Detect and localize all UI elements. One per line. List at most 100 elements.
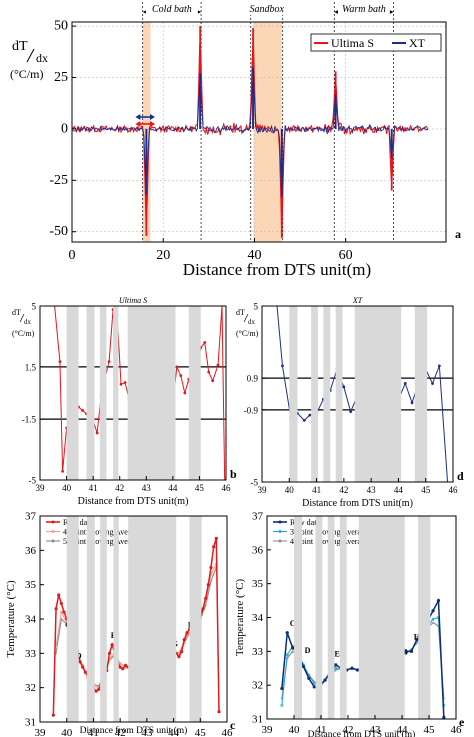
legend-marker (278, 539, 282, 543)
region-label: Cold bath (152, 4, 192, 15)
b-ticks: 39 40 41 42 43 44 45 46 5 1.5 -1.5 -5 (22, 302, 231, 494)
x-axis-label: Distance from DTS unit (m) (308, 729, 416, 737)
series-point (51, 713, 55, 717)
fraction-slash (243, 313, 249, 323)
y-tick-label: 5 (254, 302, 259, 312)
series-point (334, 663, 338, 667)
series-point (78, 660, 82, 664)
x-tick-label: 39 (35, 727, 47, 737)
y-label-main: dT (12, 308, 21, 317)
series-point (204, 596, 208, 601)
panel-d-frame (261, 305, 454, 483)
y-label-unit: (°C/m) (10, 67, 43, 81)
shaded-region (311, 306, 318, 482)
point-annotation: H (414, 632, 421, 641)
x-tick-label: 44 (168, 483, 178, 493)
x-tick-label: 41 (89, 483, 98, 493)
y-label-sub: dx (24, 318, 32, 326)
series-point (281, 364, 284, 368)
x-tick-label: 43 (142, 483, 152, 493)
series-point (302, 419, 306, 422)
x-tick-label: 46 (449, 485, 459, 495)
trace-ultima-s (72, 36, 429, 238)
series-point (123, 663, 128, 667)
x-tick-label: 43 (367, 485, 377, 495)
series-marker: + (415, 639, 419, 647)
x-tick-label: 42 (115, 483, 124, 493)
series-point (123, 381, 127, 384)
panel-b-frame (39, 305, 227, 481)
series-point (291, 646, 295, 650)
panel-letter: c (230, 718, 236, 732)
panel-title: XT (352, 296, 363, 305)
point-annotation: G (402, 648, 408, 657)
x-tick-label: 39 (36, 483, 46, 493)
series-point (201, 607, 205, 611)
series-point (121, 667, 125, 671)
series-point (403, 382, 407, 385)
series-point (342, 385, 346, 389)
series-marker: + (209, 578, 213, 586)
series-point (409, 649, 414, 653)
x-tick-label: 46 (222, 727, 234, 737)
y-axis-label: Temperature (°C) (234, 579, 246, 657)
legend: Ultima S XT (310, 33, 442, 52)
legend-label: Ultima S (331, 36, 374, 50)
series-point (177, 655, 181, 659)
region-label-bg (337, 2, 390, 15)
series-line (217, 306, 226, 480)
series-point (349, 410, 353, 413)
series-point (214, 536, 218, 540)
x-tick-label: 40 (61, 727, 73, 737)
shaded-region (315, 516, 323, 719)
region-label: Sandbox (250, 4, 285, 15)
series-point (110, 643, 114, 647)
legend-marker (278, 530, 282, 533)
y-tick-label: 0.9 (247, 374, 259, 384)
series-point (118, 665, 122, 669)
x-tick-label: 20 (156, 248, 170, 263)
shaded-region (100, 516, 107, 722)
series-point (216, 363, 220, 367)
trace-xt (72, 72, 428, 197)
shaded-region (113, 306, 119, 480)
x-tick-label: 44 (168, 727, 180, 737)
series-point (217, 710, 221, 714)
legend-label: Raw data (290, 518, 320, 527)
y-tick-label: 36 (25, 545, 37, 557)
series-point (312, 682, 316, 685)
y-label-main: dT (236, 308, 245, 317)
y-tick-label: 5 (32, 302, 37, 312)
x-tick-label: 45 (421, 485, 431, 495)
series-point (280, 704, 284, 707)
shaded-region (99, 306, 107, 480)
series-point (179, 374, 183, 377)
series-point (59, 601, 63, 606)
series-point (182, 638, 186, 642)
series-point (94, 689, 98, 693)
series-point (431, 609, 435, 613)
series-point (107, 360, 111, 364)
a-ticks: 0 20 40 60 50 25 0 -25 -50 (49, 19, 352, 263)
series-point (119, 382, 123, 386)
point-annotation: D (76, 651, 82, 660)
shaded-region (289, 306, 298, 482)
series-point (323, 678, 327, 682)
series-point (285, 653, 289, 657)
region-label-bg (240, 2, 293, 15)
region-label: Warm bath (342, 4, 386, 15)
shaded-region (354, 306, 402, 482)
point-annotation: C (290, 619, 296, 628)
x-tick-label: 41 (88, 727, 99, 737)
series-point (81, 665, 85, 669)
series-point (410, 401, 414, 405)
x-tick-label: 42 (339, 485, 348, 495)
panel-a: Cold bath Sandbox Warm bath dT dx (°C/m) Dista… (10, 2, 461, 279)
series-marker: + (334, 666, 338, 674)
series-point (437, 364, 441, 368)
legend-marker (51, 520, 55, 524)
shaded-region (128, 516, 177, 722)
arrowhead (150, 114, 156, 120)
